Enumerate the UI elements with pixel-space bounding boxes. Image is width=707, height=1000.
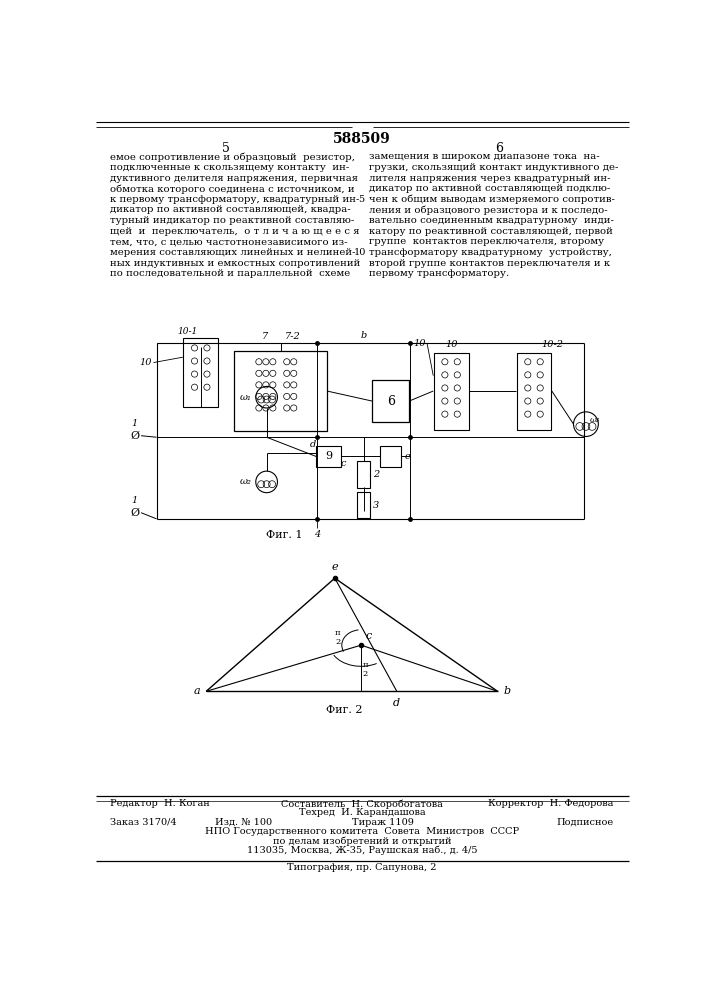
Text: Фиг. 1: Фиг. 1 xyxy=(267,530,303,540)
Text: Ø: Ø xyxy=(130,431,139,441)
Text: емое сопротивление и образцовый  резистор,: емое сопротивление и образцовый резистор… xyxy=(110,152,355,162)
Text: Техред  И. Карандашова: Техред И. Карандашова xyxy=(298,808,426,817)
Text: d: d xyxy=(310,440,316,449)
Text: 6: 6 xyxy=(387,395,395,408)
Text: грузки, скользящий контакт индуктивного де-: грузки, скользящий контакт индуктивного … xyxy=(369,163,619,172)
Text: 7: 7 xyxy=(262,332,268,341)
Text: d: d xyxy=(393,698,400,708)
Text: 5: 5 xyxy=(358,195,364,204)
Text: ных индуктивных и емкостных сопротивлений: ных индуктивных и емкостных сопротивлени… xyxy=(110,259,361,268)
Text: ω₁: ω₁ xyxy=(239,393,251,402)
Text: c: c xyxy=(341,459,346,468)
Text: 5: 5 xyxy=(223,142,230,155)
Text: по последовательной и параллельной  схеме: по последовательной и параллельной схеме xyxy=(110,269,351,278)
Text: π
2: π 2 xyxy=(362,661,368,678)
Bar xyxy=(357,492,370,518)
Text: 113035, Москва, Ж-35, Раушская наб., д. 4/5: 113035, Москва, Ж-35, Раушская наб., д. … xyxy=(247,845,477,855)
Text: Изд. № 100: Изд. № 100 xyxy=(215,818,272,827)
Text: к первому трансформатору, квадратурный ин-: к первому трансформатору, квадратурный и… xyxy=(110,195,359,204)
Bar xyxy=(433,353,469,430)
Text: 1: 1 xyxy=(132,419,138,428)
Text: e: e xyxy=(404,452,410,461)
Text: Фиг. 2: Фиг. 2 xyxy=(326,705,363,715)
Text: вательно соединенным квадратурному  инди-: вательно соединенным квадратурному инди- xyxy=(369,216,614,225)
Text: трансформатору квадратурному  устройству,: трансформатору квадратурному устройству, xyxy=(369,248,612,257)
Text: b: b xyxy=(504,686,511,696)
Text: 10-1: 10-1 xyxy=(177,327,198,336)
Text: по делам изобретений и открытий: по делам изобретений и открытий xyxy=(273,836,451,846)
Text: ления и образцового резистора и к последо-: ления и образцового резистора и к послед… xyxy=(369,205,607,215)
Text: катору по реактивной составляющей, первой: катору по реактивной составляющей, перво… xyxy=(369,227,613,236)
Text: тем, что, с целью частотнонезависимого из-: тем, что, с целью частотнонезависимого и… xyxy=(110,237,348,246)
Text: e: e xyxy=(332,562,338,572)
Bar xyxy=(316,446,341,467)
Text: дуктивного делителя напряжения, первичная: дуктивного делителя напряжения, первична… xyxy=(110,174,358,183)
Text: турный индикатор по реактивной составляю-: турный индикатор по реактивной составляю… xyxy=(110,216,354,225)
Text: Типография, пр. Сапунова, 2: Типография, пр. Сапунова, 2 xyxy=(287,863,437,872)
Text: 1: 1 xyxy=(132,496,138,505)
Bar xyxy=(234,351,327,431)
Text: 10: 10 xyxy=(413,339,426,348)
Text: 10: 10 xyxy=(445,340,457,349)
Text: 588509: 588509 xyxy=(333,132,391,146)
Text: 10: 10 xyxy=(354,248,366,257)
Text: второй группе контактов переключателя и к: второй группе контактов переключателя и … xyxy=(369,259,610,268)
Text: Ø: Ø xyxy=(130,508,139,518)
Text: 6: 6 xyxy=(495,142,503,155)
Text: Редактор  Н. Коган: Редактор Н. Коган xyxy=(110,799,210,808)
Bar xyxy=(517,353,551,430)
Text: подключенные к скользящему контакту  ин-: подключенные к скользящему контакту ин- xyxy=(110,163,349,172)
Text: НПО Государственного комитета  Совета  Министров  СССР: НПО Государственного комитета Совета Мин… xyxy=(205,827,519,836)
Text: Подписное: Подписное xyxy=(556,818,614,827)
Text: π
2: π 2 xyxy=(335,629,341,646)
Text: b: b xyxy=(361,331,367,340)
Text: 9: 9 xyxy=(325,451,332,461)
Text: Заказ 3170/4: Заказ 3170/4 xyxy=(110,818,177,827)
Bar xyxy=(380,446,402,466)
Text: чен к общим выводам измеряемого сопротив-: чен к общим выводам измеряемого сопротив… xyxy=(369,195,615,204)
Text: группе  контактов переключателя, второму: группе контактов переключателя, второму xyxy=(369,237,604,246)
Bar xyxy=(372,380,409,422)
Text: щей  и  переключатель,  о т л и ч а ю щ е е с я: щей и переключатель, о т л и ч а ю щ е е… xyxy=(110,227,360,236)
Text: 2: 2 xyxy=(373,470,379,479)
Text: дикатор по активной составляющей, квадра-: дикатор по активной составляющей, квадра… xyxy=(110,205,351,214)
Text: ω₂: ω₂ xyxy=(239,477,251,486)
Text: Составитель  Н. Скоробогатова: Составитель Н. Скоробогатова xyxy=(281,799,443,809)
Text: Тираж 1109: Тираж 1109 xyxy=(352,818,414,827)
Text: 3: 3 xyxy=(373,500,379,510)
Text: 7-2: 7-2 xyxy=(284,332,300,341)
Text: 4: 4 xyxy=(314,530,320,539)
Text: дикатор по активной составляющей подклю-: дикатор по активной составляющей подклю- xyxy=(369,184,610,193)
Text: первому трансформатору.: первому трансформатору. xyxy=(369,269,509,278)
Bar xyxy=(183,338,218,407)
Text: ω₃: ω₃ xyxy=(590,416,600,424)
Bar xyxy=(357,461,370,488)
Text: замещения в широком диапазоне тока  на-: замещения в широком диапазоне тока на- xyxy=(369,152,600,161)
Text: c: c xyxy=(366,631,372,641)
Text: лителя напряжения через квадратурный ин-: лителя напряжения через квадратурный ин- xyxy=(369,174,610,183)
Text: a: a xyxy=(193,686,200,696)
Text: мерения составляющих линейных и нелиней-: мерения составляющих линейных и нелиней- xyxy=(110,248,356,257)
Text: Корректор  Н. Федорова: Корректор Н. Федорова xyxy=(489,799,614,808)
Text: 10: 10 xyxy=(139,358,152,367)
Text: обмотка которого соединена с источником, и: обмотка которого соединена с источником,… xyxy=(110,184,355,194)
Text: 10-2: 10-2 xyxy=(542,340,563,349)
